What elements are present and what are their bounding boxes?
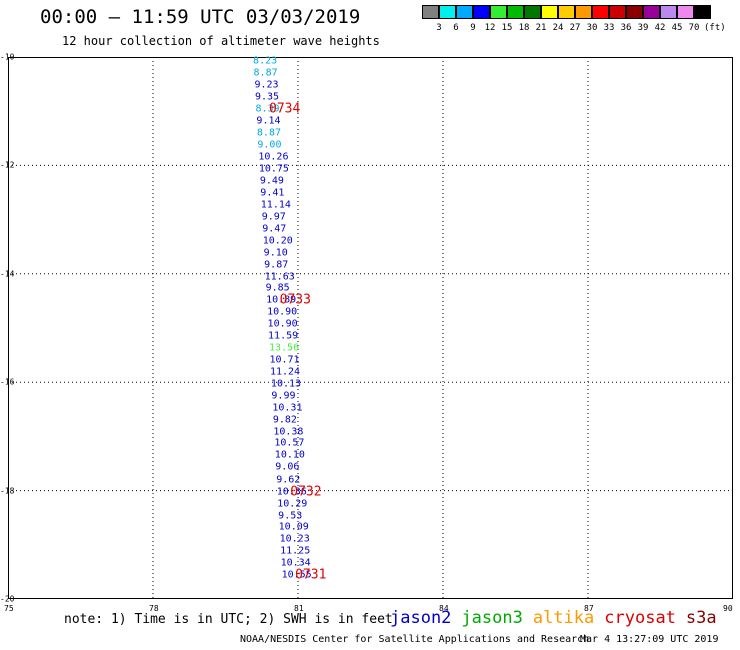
legend-swatch xyxy=(694,5,711,19)
legend-swatch xyxy=(490,5,507,19)
legend-label: 30 xyxy=(586,23,598,33)
legend-swatch xyxy=(422,5,439,19)
legend-swatch xyxy=(439,5,456,19)
legend-swatch xyxy=(558,5,575,19)
map-frame xyxy=(8,57,733,599)
legend-label: 45 xyxy=(671,23,683,33)
satellite-label-altika: altika xyxy=(532,608,595,628)
satellite-label-jason3: jason3 xyxy=(461,608,523,628)
generation-timestamp: Mar 4 13:27:09 UTC 2019 xyxy=(580,634,719,645)
legend-label: 39 xyxy=(637,23,649,33)
satellite-legend: jason2 jason3 altika cryosat s3a xyxy=(390,608,727,628)
longitude-tick-label: 75 xyxy=(4,604,14,613)
legend-label: 36 xyxy=(620,23,632,33)
chart-title: 00:00 — 11:59 UTC 03/03/2019 xyxy=(40,6,361,28)
legend-label: 18 xyxy=(518,23,530,33)
legend-swatch xyxy=(541,5,558,19)
legend-label: 6 xyxy=(453,23,459,33)
legend-swatch xyxy=(609,5,626,19)
legend-swatch xyxy=(575,5,592,19)
credit-line: NOAA/NESDIS Center for Satellite Applica… xyxy=(240,634,590,645)
satellite-label-cryosat: cryosat xyxy=(604,608,676,628)
legend-label: 24 xyxy=(552,23,564,33)
chart-subtitle: 12 hour collection of altimeter wave hei… xyxy=(62,34,380,48)
legend-label: 42 xyxy=(654,23,666,33)
legend-swatch xyxy=(524,5,541,19)
legend-label: 15 xyxy=(501,23,513,33)
satellite-label-s3a: s3a xyxy=(685,608,717,628)
legend-swatch xyxy=(677,5,694,19)
legend-swatch xyxy=(507,5,524,19)
footer-note: note: 1) Time is in UTC; 2) SWH is in fe… xyxy=(64,612,393,627)
legend-label: 27 xyxy=(569,23,581,33)
legend-swatch xyxy=(456,5,473,19)
legend-label: 9 xyxy=(470,23,476,33)
legend-label: 33 xyxy=(603,23,615,33)
legend-swatch xyxy=(592,5,609,19)
legend-label: 70 xyxy=(688,23,700,33)
legend-label: 3 xyxy=(436,23,442,33)
satellite-label-jason2: jason2 xyxy=(390,608,452,628)
legend-swatch xyxy=(643,5,660,19)
legend-swatch xyxy=(626,5,643,19)
legend-swatch xyxy=(660,5,677,19)
map-plot-area xyxy=(8,57,733,599)
legend-swatch xyxy=(473,5,490,19)
legend-unit: (ft) xyxy=(704,23,726,33)
legend-label: 12 xyxy=(484,23,496,33)
legend-label: 21 xyxy=(535,23,547,33)
